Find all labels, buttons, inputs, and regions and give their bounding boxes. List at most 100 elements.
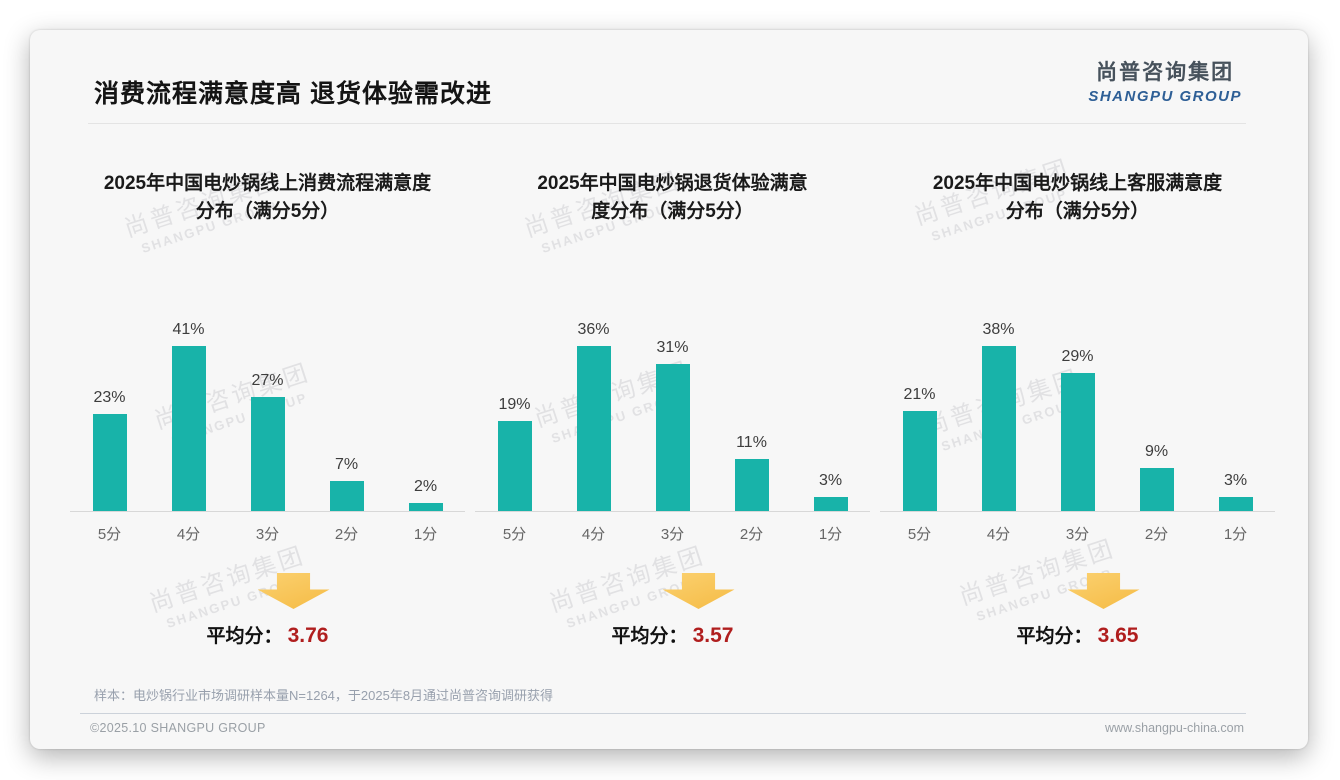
category-label: 2分	[334, 526, 359, 543]
logo-english-text: SHANGPU GROUP	[1088, 88, 1242, 105]
chart-title-line2: 分布（满分5分）	[1005, 201, 1150, 222]
bar	[250, 397, 285, 511]
bar	[1060, 373, 1095, 511]
category-label: 5分	[502, 526, 527, 543]
bar	[408, 503, 443, 511]
bar-value-label: 21%	[903, 386, 936, 403]
company-logo: 尚普咨询集团 SHANGPU GROUP	[1088, 56, 1242, 105]
bar-cell: 31%	[633, 321, 712, 511]
down-arrow-icon	[1067, 573, 1140, 609]
bar-value-label: 31%	[656, 339, 689, 356]
bar-value-label: 19%	[498, 396, 531, 413]
category-axis: 5分 4分 3分 2分 1分	[70, 512, 465, 544]
category-label: 4分	[581, 526, 606, 543]
bar	[813, 497, 848, 511]
bar-value-label: 7%	[334, 456, 359, 473]
bar-plot: 23% 41% 27% 7% 2%	[70, 321, 465, 512]
bar-cell: 11%	[712, 321, 791, 511]
bar-cell: 29%	[1038, 321, 1117, 511]
sample-source-note: 样本：电炒锅行业市场调研样本量N=1264，于2025年8月通过尚普咨询调研获得	[94, 688, 554, 703]
category-axis: 5分 4分 3分 2分 1分	[880, 512, 1275, 544]
chart-column: 2025年中国电炒锅线上客服满意度 分布（满分5分） 21% 38% 29% 9% 3%…	[880, 170, 1275, 648]
average-score: 平均分： 3.76	[70, 621, 465, 648]
copyright-text: ©2025.10 SHANGPU GROUP	[90, 721, 266, 735]
bar-value-label: 38%	[982, 321, 1015, 338]
bar	[329, 481, 364, 511]
bar	[576, 346, 611, 511]
category-label: 3分	[660, 526, 685, 543]
page-title: 消费流程满意度高 退货体验需改进	[94, 80, 492, 108]
bar-value-label: 36%	[577, 321, 610, 338]
category-label: 1分	[818, 526, 843, 543]
down-arrow-icon	[662, 573, 735, 609]
logo-chinese-text: 尚普咨询集团	[1096, 61, 1235, 84]
chart-title: 2025年中国电炒锅退货体验满意 度分布（满分5分）	[475, 170, 870, 226]
category-label: 1分	[413, 526, 438, 543]
chart-title: 2025年中国电炒锅线上客服满意度 分布（满分5分）	[880, 170, 1275, 226]
bar-cell: 3%	[791, 321, 870, 511]
average-value: 3.57	[692, 624, 734, 647]
chart-title-line1: 2025年中国电炒锅退货体验满意	[537, 173, 808, 194]
average-label: 平均分：	[611, 626, 688, 647]
category-label: 3分	[255, 526, 280, 543]
chart-title-line1: 2025年中国电炒锅线上消费流程满意度	[103, 173, 432, 194]
bar-cell: 27%	[228, 321, 307, 511]
arrow-row	[475, 573, 870, 609]
bar-plot: 19% 36% 31% 11% 3%	[475, 321, 870, 512]
bar-cell: 2%	[386, 321, 465, 511]
bar-value-label: 3%	[818, 472, 843, 489]
bar	[1139, 468, 1174, 511]
bar-cell: 19%	[475, 321, 554, 511]
bar-value-label: 23%	[93, 389, 126, 406]
bar-cell: 7%	[307, 321, 386, 511]
average-score: 平均分： 3.57	[475, 621, 870, 648]
category-label: 4分	[176, 526, 201, 543]
category-label: 2分	[739, 526, 764, 543]
footer-divider	[80, 713, 1246, 714]
category-label: 5分	[907, 526, 932, 543]
bar-value-label: 9%	[1144, 443, 1169, 460]
average-label: 平均分：	[1016, 626, 1093, 647]
bar	[171, 346, 206, 511]
bar-cell: 41%	[149, 321, 228, 511]
category-label: 1分	[1223, 526, 1248, 543]
arrow-row	[70, 573, 465, 609]
bar	[981, 346, 1016, 511]
average-value: 3.76	[287, 624, 329, 647]
chart-title-line2: 分布（满分5分）	[195, 201, 340, 222]
bar-value-label: 41%	[172, 321, 205, 338]
slide-card: 尚普咨询集团 SHANGPU GROUP 尚普咨询集团 SHANGPU GROUP 尚普…	[30, 30, 1308, 749]
bar	[497, 421, 532, 511]
bar-value-label: 11%	[736, 434, 767, 451]
average-score: 平均分： 3.65	[880, 621, 1275, 648]
bar	[734, 459, 769, 511]
category-label: 2分	[1144, 526, 1169, 543]
average-value: 3.65	[1097, 624, 1139, 647]
category-label: 4分	[986, 526, 1011, 543]
bar-cell: 3%	[1196, 321, 1275, 511]
bar	[902, 411, 937, 511]
website-text: www.shangpu-china.com	[1105, 721, 1244, 735]
header-divider	[88, 123, 1246, 124]
category-label: 5分	[97, 526, 122, 543]
chart-title: 2025年中国电炒锅线上消费流程满意度 分布（满分5分）	[70, 170, 465, 226]
bar-value-label: 3%	[1223, 472, 1248, 489]
bar	[655, 364, 690, 511]
bar-cell: 23%	[70, 321, 149, 511]
bar	[1218, 497, 1253, 511]
bar	[92, 414, 127, 511]
bar-cell: 9%	[1117, 321, 1196, 511]
bar-value-label: 27%	[251, 372, 284, 389]
category-label: 3分	[1065, 526, 1090, 543]
bar-plot: 21% 38% 29% 9% 3%	[880, 321, 1275, 512]
chart-title-line2: 度分布（满分5分）	[591, 201, 754, 222]
bar-cell: 36%	[554, 321, 633, 511]
arrow-row	[880, 573, 1275, 609]
chart-title-line1: 2025年中国电炒锅线上客服满意度	[932, 173, 1223, 194]
chart-column: 2025年中国电炒锅线上消费流程满意度 分布（满分5分） 23% 41% 27% 7%…	[70, 170, 465, 648]
chart-column: 2025年中国电炒锅退货体验满意 度分布（满分5分） 19% 36% 31% 11% 3…	[475, 170, 870, 648]
bar-value-label: 29%	[1061, 348, 1094, 365]
category-axis: 5分 4分 3分 2分 1分	[475, 512, 870, 544]
bar-cell: 21%	[880, 321, 959, 511]
